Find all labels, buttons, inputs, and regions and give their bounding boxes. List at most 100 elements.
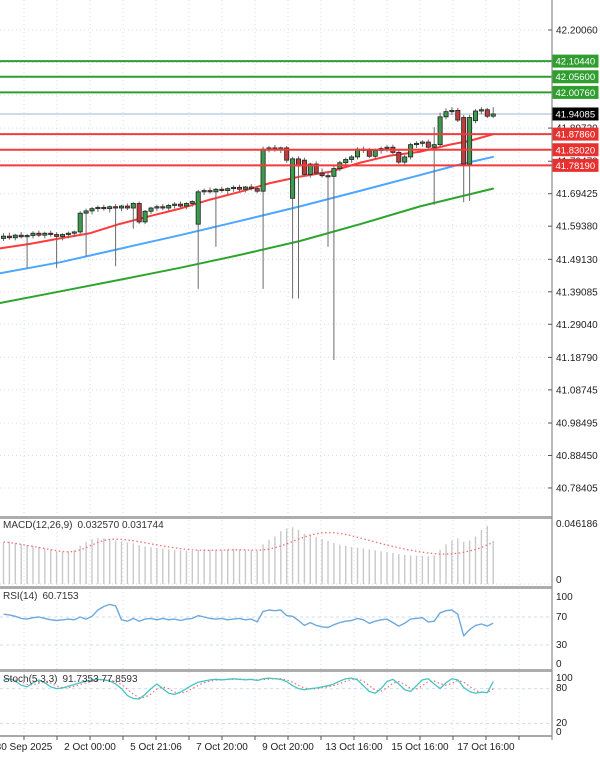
candle-body [372,150,378,157]
candle-body [484,109,490,117]
candle-body [71,231,77,234]
candle-body [467,117,473,165]
macd-histogram [2,525,494,584]
price-axis-label: 41.29040 [556,320,598,331]
candle-body [366,150,372,157]
candle-body [89,208,95,212]
price-badges: 42.10440 42.05600 42.00760 41.94085 41.87860… [552,54,599,172]
candle-body [242,186,248,190]
vertical-gridlines [23,0,520,736]
price-axis-label: 41.49130 [556,255,598,266]
candle-body [219,188,225,191]
candle-body [231,186,237,190]
candle-body [384,146,390,149]
stoch-level-lines [0,688,552,724]
candle-body [77,212,83,233]
candle-body [30,232,36,236]
candle-body [402,156,408,163]
rsi-axis-label: 100 [556,592,573,603]
candle-body [18,234,24,238]
price-axis-label: 41.69425 [556,189,598,200]
candle-body [478,109,484,112]
macd-axis-label: 0.046186 [556,519,598,530]
candle-body [119,205,125,209]
price-axis-label: 42.20060 [556,26,598,37]
candle-body [307,163,313,175]
macd-signal-line [3,531,494,555]
candle-body [301,159,307,175]
support-price-badge-text: 41.87860 [556,130,596,141]
rsi-line [3,603,494,637]
candle-body [319,172,325,177]
candle-body [325,175,331,178]
candle-body [290,158,296,199]
candle-body [443,111,449,118]
candle-body [95,206,101,210]
candle-body [142,210,148,223]
candle-body [160,206,166,209]
candle-body [189,201,195,204]
price-axis-label: 40.88450 [556,451,598,462]
rsi-axis-label: 70 [556,612,568,623]
candle-body [313,163,319,174]
candles [0,107,496,360]
macd-axis-label: 0 [556,575,562,586]
candle-body [65,232,71,235]
resistance-price-badge-text: 42.05600 [556,72,596,83]
candle-body [36,232,42,236]
resistance-price-badge-text: 42.00760 [556,88,596,99]
rsi-name: RSI(14) [3,591,38,602]
support-price-badge [552,158,599,172]
candle-body [172,203,178,206]
time-axis-label: 30 Sep 2025 [0,742,53,753]
stoch-values: 91.7353 77.8593 [62,674,138,685]
candle-body [284,147,290,161]
candle-body [154,206,160,209]
time-axis-label: 5 Oct 21:06 [130,742,182,753]
candle-body [225,188,231,191]
time-axis-label: 9 Oct 20:00 [262,742,314,753]
candle-body [195,191,201,225]
candle-body [148,207,154,212]
rsi-value: 60.7153 [42,591,79,602]
candle-body [24,235,30,238]
stoch-axis-label: 100 [556,673,573,684]
candle-body [248,186,254,190]
candle-body [349,156,355,160]
stoch-name: Stoch(5,3,3) [3,674,58,685]
current-price-badge [552,107,599,121]
stoch-indicator-label: Stoch(5,3,3) 91.7353 77.8593 [3,674,143,685]
candle-body [183,203,189,207]
candle-body [48,232,54,235]
candle-body [236,186,242,190]
candle-body [431,144,437,148]
candle-body [0,235,6,239]
stoch-axis-label: 20 [556,718,568,729]
price-axis-label: 41.39085 [556,287,598,298]
candle-body [437,116,443,146]
stoch-k-line [3,677,494,700]
candle-body [425,141,431,148]
panel-separators [0,516,552,737]
time-axis-label: 2 Oct 00:00 [64,742,116,753]
support-price-badge [552,143,599,157]
candle-body [260,148,266,192]
candle-body [490,113,496,117]
candle-body [419,141,425,144]
resistance-price-badge [552,85,599,99]
candle-body [113,206,119,209]
stoch-axis-label: 80 [556,683,568,694]
candle-body [461,117,467,165]
time-axis[interactable]: 30 Sep 2025 2 Oct 00:00 5 Oct 21:06 7 Oct 2… [0,736,520,753]
price-axis-label: 41.18790 [556,353,598,364]
candle-body [101,206,107,210]
candle-body [472,110,478,122]
candle-body [6,235,12,239]
candle-body [54,234,60,237]
candle-body [83,210,89,214]
candle-body [107,206,113,210]
macd-indicator-label: MACD(12,26,9) 0.032570 0.031744 [3,520,169,531]
time-axis-label: 17 Oct 16:00 [457,742,515,753]
price-axis-label: 40.78405 [556,483,598,494]
